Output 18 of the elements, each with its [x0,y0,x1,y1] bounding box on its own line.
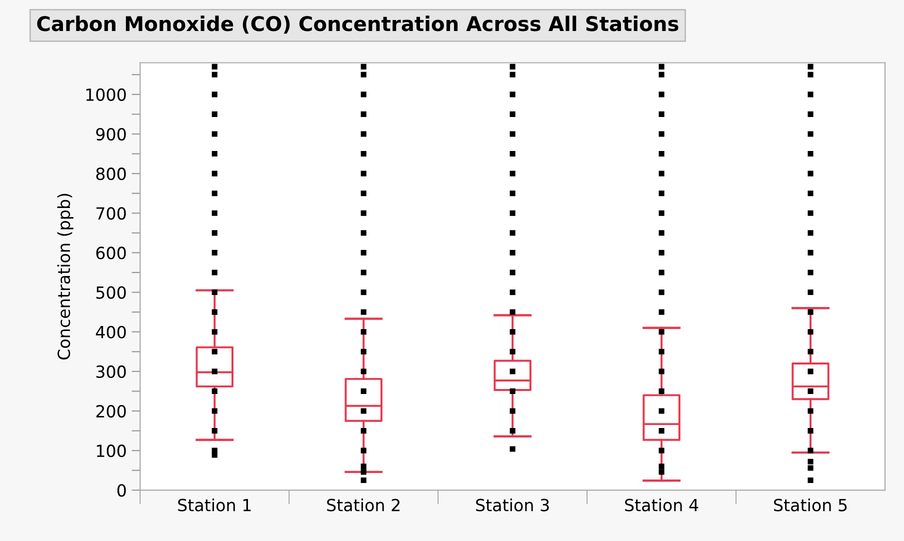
y-tick-label: 300 [96,365,126,378]
y-tick-label: 500 [96,286,126,299]
x-tick-label: Station 1 [178,498,251,512]
y-tick-label: 700 [96,207,126,220]
y-tick-label: 800 [96,168,126,180]
y-tick-label: 400 [96,326,126,338]
y-tick-label: 600 [96,246,126,260]
y-tick-label: 1000 [86,88,126,101]
x-tick-label: Station 3 [476,498,549,512]
x-tick-label: Station 5 [774,498,847,512]
y-tick-label: 200 [96,404,126,418]
x-tick-label: Station 4 [625,498,698,512]
y-tick-label: 100 [96,444,126,458]
y-tick-label: 0 [117,484,126,497]
y-tick-label: 900 [96,128,126,141]
y-axis-title: Concentration (ppb) [57,194,74,360]
chart-title: Carbon Monoxide (CO) Concentration Across All Stations [37,16,678,34]
x-tick-label: Station 2 [327,498,400,512]
